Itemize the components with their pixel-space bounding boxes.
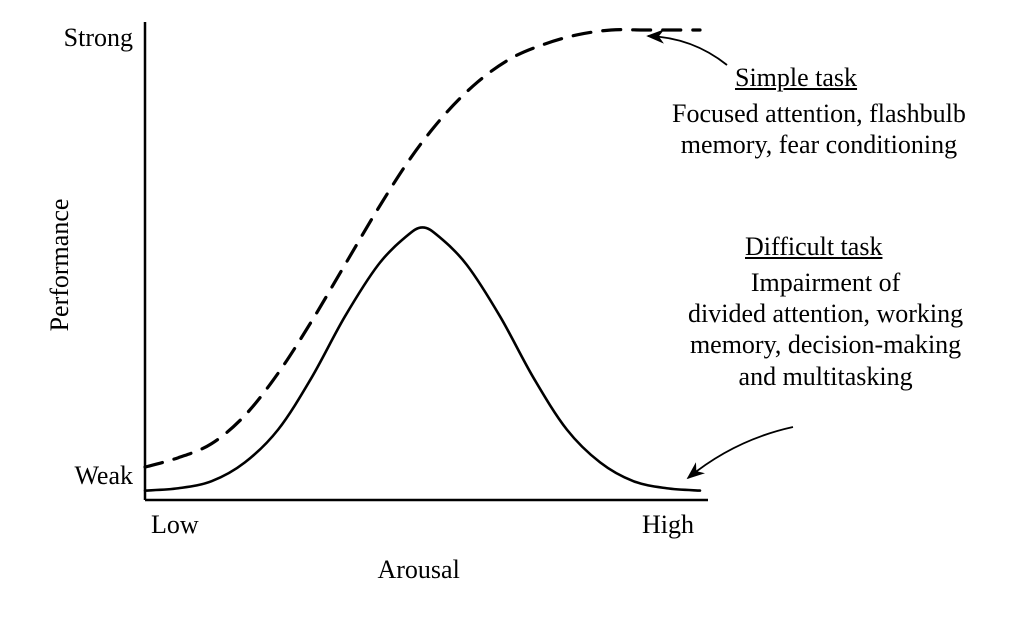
y-tick-weak: Weak bbox=[74, 461, 133, 491]
x-axis-label: Arousal bbox=[378, 555, 460, 585]
x-tick-low: Low bbox=[151, 510, 199, 540]
annotation-arrow-difficult bbox=[688, 427, 793, 478]
annotation-body-difficult: Impairment ofdivided attention, workingm… bbox=[688, 267, 963, 392]
series-group bbox=[145, 30, 700, 491]
series-difficult-task bbox=[145, 227, 700, 490]
y-tick-strong: Strong bbox=[64, 23, 133, 53]
series-simple-task bbox=[145, 30, 700, 467]
annotation-arrow-simple bbox=[648, 36, 727, 65]
x-tick-high: High bbox=[642, 510, 694, 540]
annotation-title-simple: Simple task bbox=[735, 63, 857, 93]
annotation-body-simple: Focused attention, flashbulbmemory, fear… bbox=[672, 98, 966, 160]
yerkes-dodson-chart: Performance Arousal Weak Strong Low High… bbox=[0, 0, 1024, 623]
y-axis-label: Performance bbox=[45, 190, 75, 340]
annotation-title-difficult: Difficult task bbox=[745, 232, 882, 262]
